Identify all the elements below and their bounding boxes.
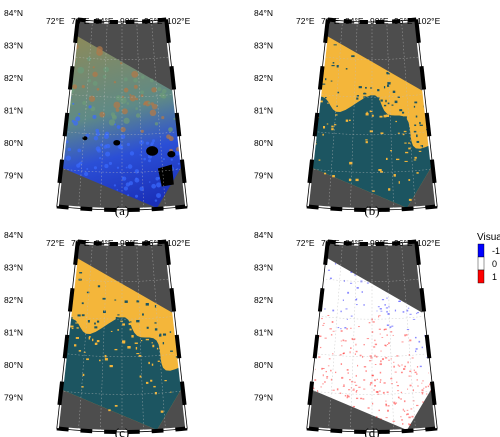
lat-label: 83°N [4, 41, 23, 51]
lat-label: 79°N [254, 171, 273, 181]
lat-label: 83°N [4, 263, 23, 273]
lon-label: 102°E [417, 16, 441, 26]
lat-label: 82°N [4, 295, 23, 305]
lon-label: 96°E [144, 16, 163, 26]
lat-label: 83°N [254, 41, 273, 51]
lat-label: 82°N [254, 295, 273, 305]
legend-tick: -1 [492, 246, 500, 256]
lat-label: 81°N [254, 328, 273, 338]
panel-caption: (d) [364, 425, 379, 437]
lat-label: 84°N [4, 230, 23, 240]
panel-caption: (a) [115, 203, 129, 218]
lon-label: 90°E [120, 16, 139, 26]
lon-label: 72°E [296, 238, 315, 248]
lat-label: 84°N [254, 230, 273, 240]
lat-label: 79°N [254, 393, 273, 403]
map-panel-c: 84°N 83°N 82°N 81°N 80°N 79°N 72°E 78°E 84°E 90°E… [4, 230, 191, 437]
lat-label: 82°N [254, 73, 273, 83]
legend-title: Visual-S1 [477, 232, 500, 243]
lon-label: 102°E [167, 238, 191, 248]
lat-label: 80°N [4, 138, 23, 148]
lat-label: 80°N [4, 360, 23, 370]
legend-swatch [477, 256, 485, 271]
lat-label: 83°N [254, 263, 273, 273]
lon-label: 84°E [95, 238, 114, 248]
map-panel-d: 84°N 83°N 82°N 81°N 80°N 79°N 72°E 78°E 84°E 90°E… [254, 230, 500, 437]
lon-label: 102°E [167, 16, 191, 26]
map-panel-b: 84°N 83°N 82°N 81°N 80°N 79°N 72°E 78°E 84°E 90°E… [254, 8, 441, 218]
lat-label: 79°N [4, 393, 23, 403]
lon-label: 78°E [321, 16, 340, 26]
legend-tick: 1 [492, 272, 497, 282]
panel-caption: (b) [364, 203, 379, 218]
lon-label: 102°E [417, 238, 441, 248]
lat-label: 84°N [4, 8, 23, 18]
lon-label: 72°E [46, 16, 65, 26]
lon-label: 84°E [95, 16, 114, 26]
lat-label: 84°N [254, 8, 273, 18]
map-panel-a: 84°N 83°N 82°N 81°N 80°N 79°N 72°E 78°E 84°E 90°E… [4, 8, 191, 218]
lon-label: 90°E [120, 238, 139, 248]
lon-label: 78°E [71, 238, 90, 248]
legend-tick: 0 [492, 259, 497, 269]
lon-label: 90°E [370, 16, 389, 26]
legend-swatch [477, 243, 485, 258]
lat-label: 81°N [254, 106, 273, 116]
lat-label: 80°N [254, 360, 273, 370]
lat-label: 82°N [4, 73, 23, 83]
lon-label: 78°E [321, 238, 340, 248]
legend-swatch [477, 269, 485, 284]
lat-label: 81°N [4, 106, 23, 116]
lon-label: 96°E [394, 16, 413, 26]
lon-label: 96°E [144, 238, 163, 248]
lon-label: 84°E [345, 16, 364, 26]
lon-label: 96°E [394, 238, 413, 248]
lon-label: 72°E [296, 16, 315, 26]
panel-caption: (c) [115, 425, 129, 437]
lon-label: 84°E [345, 238, 364, 248]
lon-label: 90°E [370, 238, 389, 248]
lat-label: 80°N [254, 138, 273, 148]
lon-label: 72°E [46, 238, 65, 248]
lon-label: 78°E [71, 16, 90, 26]
lat-label: 79°N [4, 171, 23, 181]
lat-label: 81°N [4, 328, 23, 338]
